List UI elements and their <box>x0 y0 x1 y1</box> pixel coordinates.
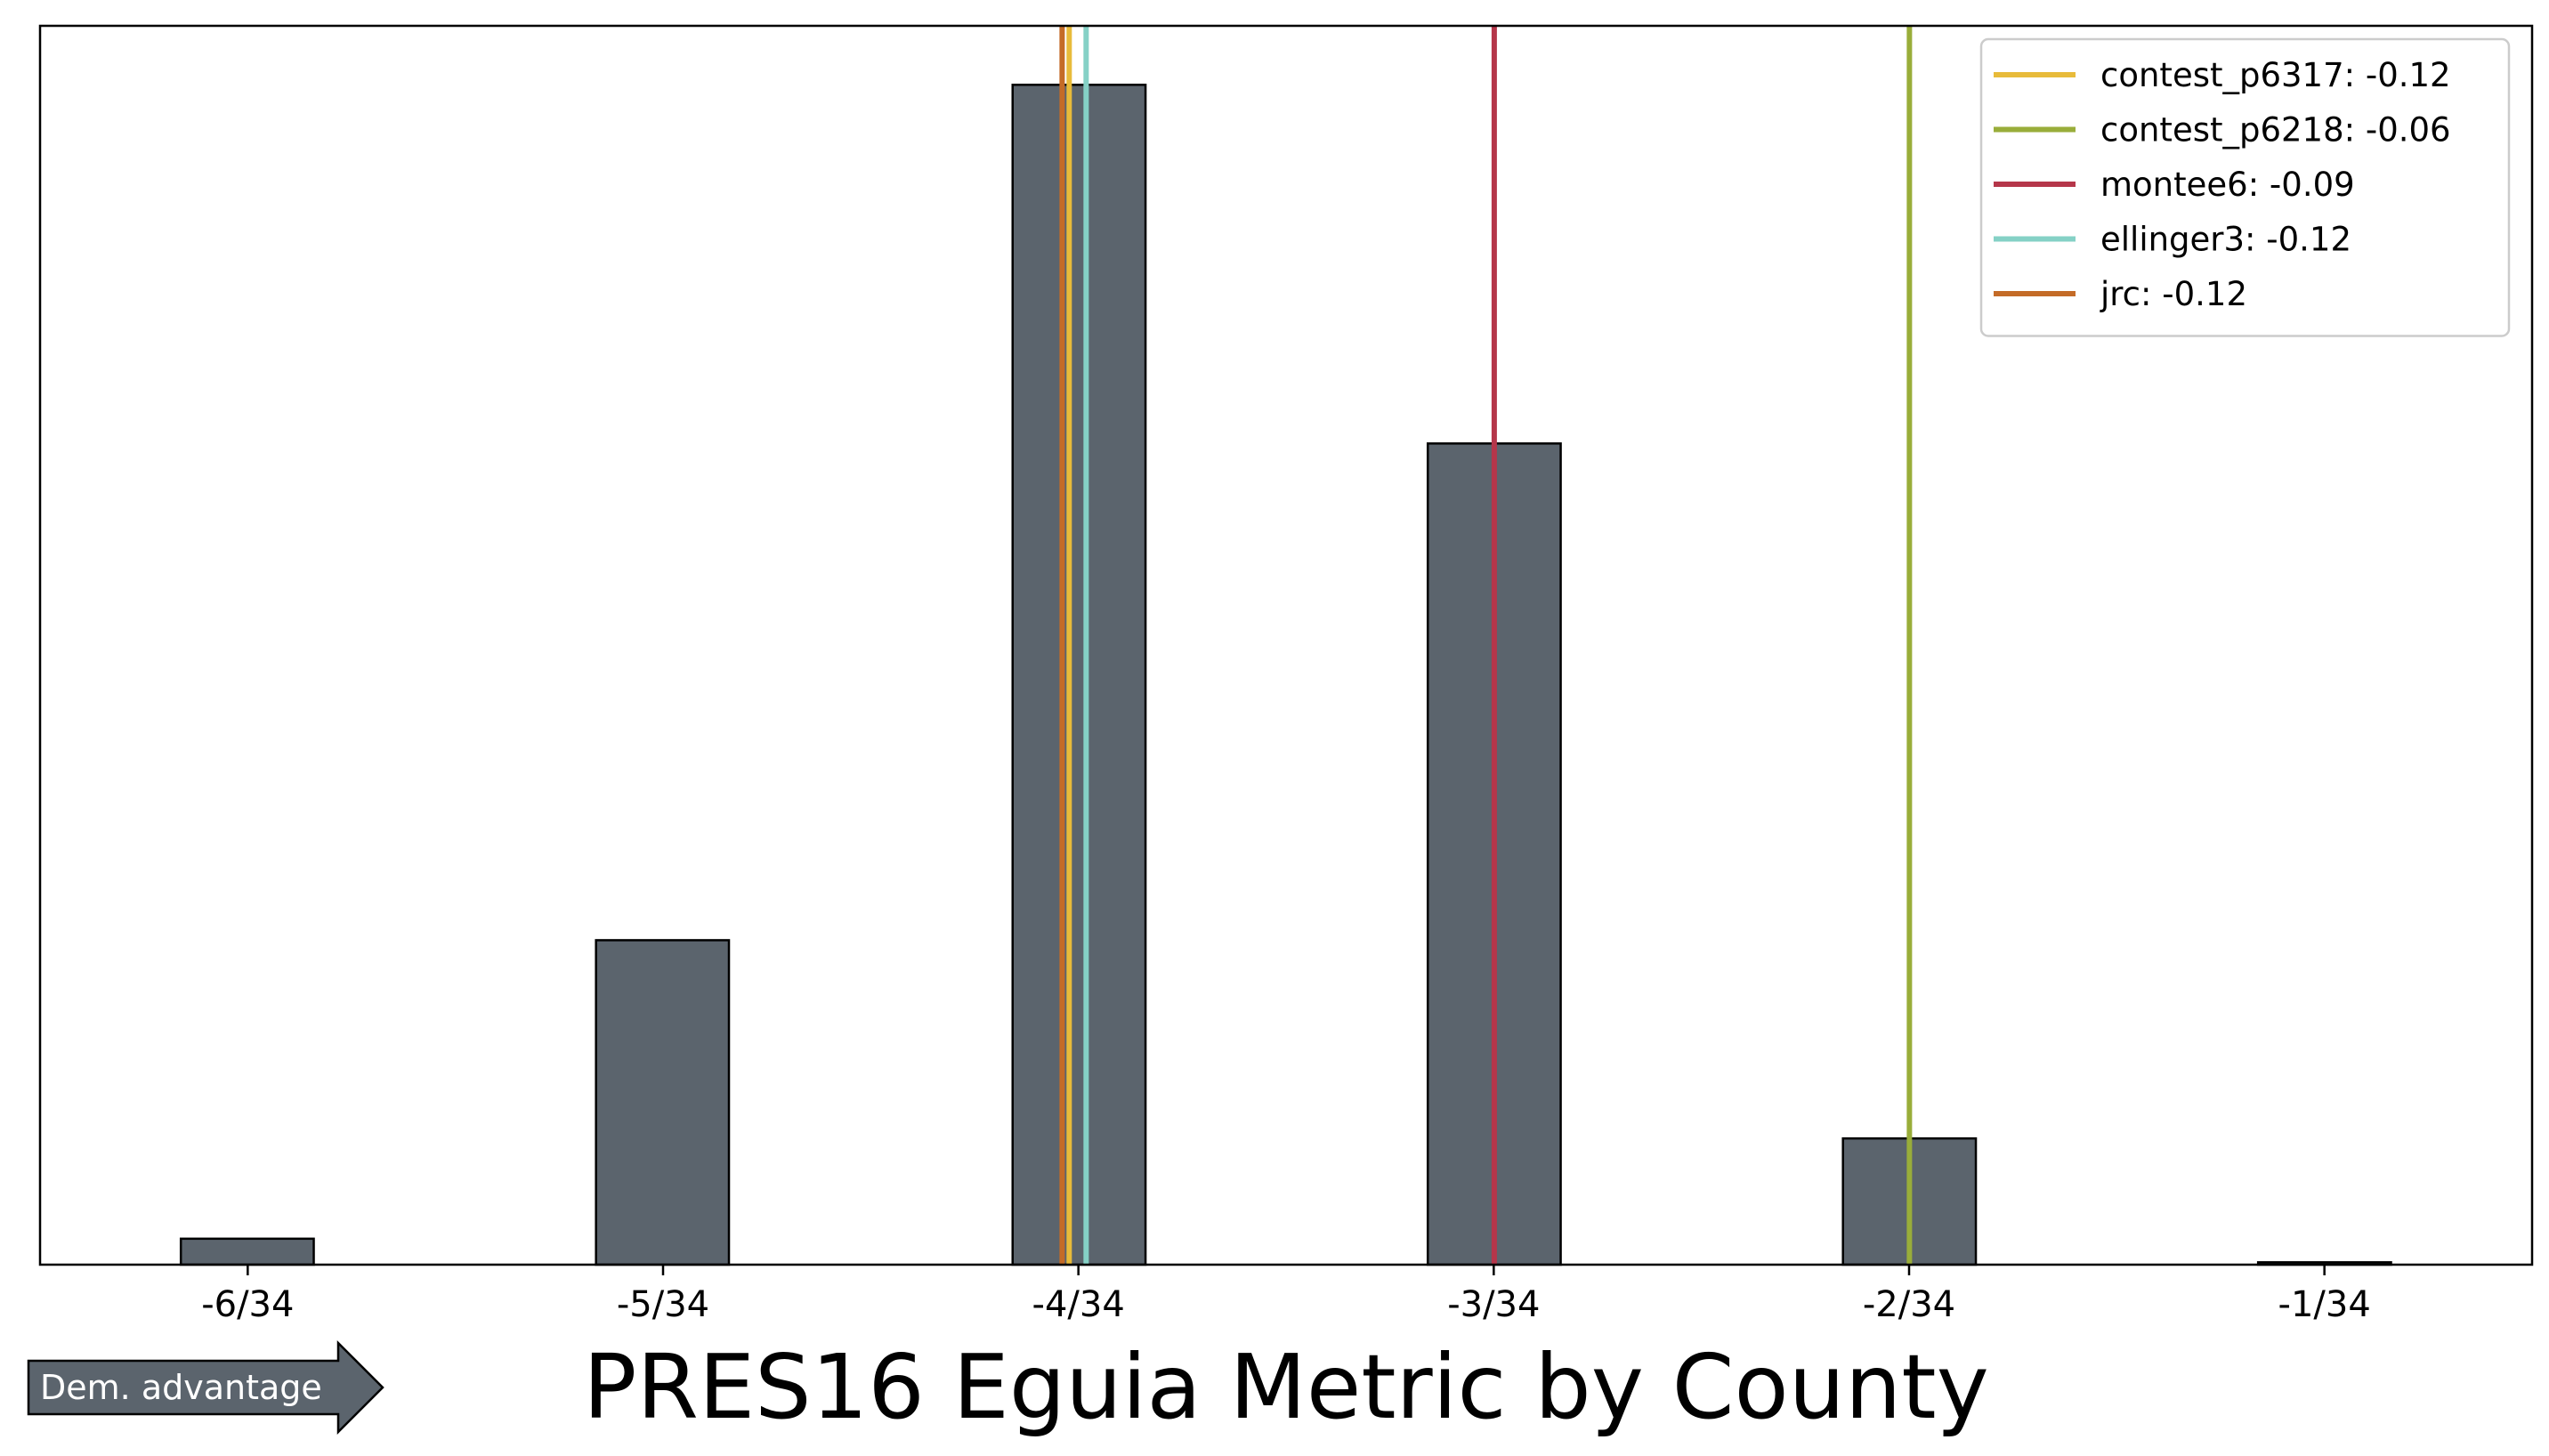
reference-lines-layer <box>1059 26 1913 1265</box>
arrow-shape <box>27 1339 384 1436</box>
dem-advantage-arrow: Dem. advantage <box>27 1339 384 1436</box>
legend-label-2: montee6: -0.09 <box>2100 166 2355 204</box>
histogram-bar-2 <box>595 939 731 1266</box>
x-tick-label-2: -4/34 <box>1032 1284 1125 1325</box>
x-tick-label-1: -5/34 <box>617 1284 709 1325</box>
histogram-bar-4 <box>1011 84 1147 1266</box>
plot-area-frame <box>38 24 2534 1266</box>
legend-box <box>1979 37 2511 337</box>
x-tick-label-4: -2/34 <box>1863 1284 1955 1325</box>
x-axis-ticks: -6/34 -5/34 -4/34 -3/34 -2/34 -1/34 <box>201 1265 2371 1325</box>
x-tick-label-3: -3/34 <box>1447 1284 1540 1325</box>
legend-label-4: jrc: -0.12 <box>2100 275 2247 313</box>
chart-title: PRES16 Eguia Metric by County <box>583 1335 1989 1439</box>
arrow-label: Dem. advantage <box>40 1368 322 1407</box>
x-tick-label-5: -1/34 <box>2278 1284 2371 1325</box>
legend: contest_p6317: -0.12 contest_p6218: -0.06… <box>1979 37 2511 337</box>
histogram-bar-0 <box>179 1237 315 1266</box>
x-tick-label-0: -6/34 <box>201 1284 294 1325</box>
legend-label-1: contest_p6218: -0.06 <box>2100 111 2451 150</box>
legend-label-3: ellinger3: -0.12 <box>2100 221 2351 259</box>
bars-layer <box>179 84 2392 1266</box>
legend-label-0: contest_p6317: -0.12 <box>2100 56 2451 94</box>
